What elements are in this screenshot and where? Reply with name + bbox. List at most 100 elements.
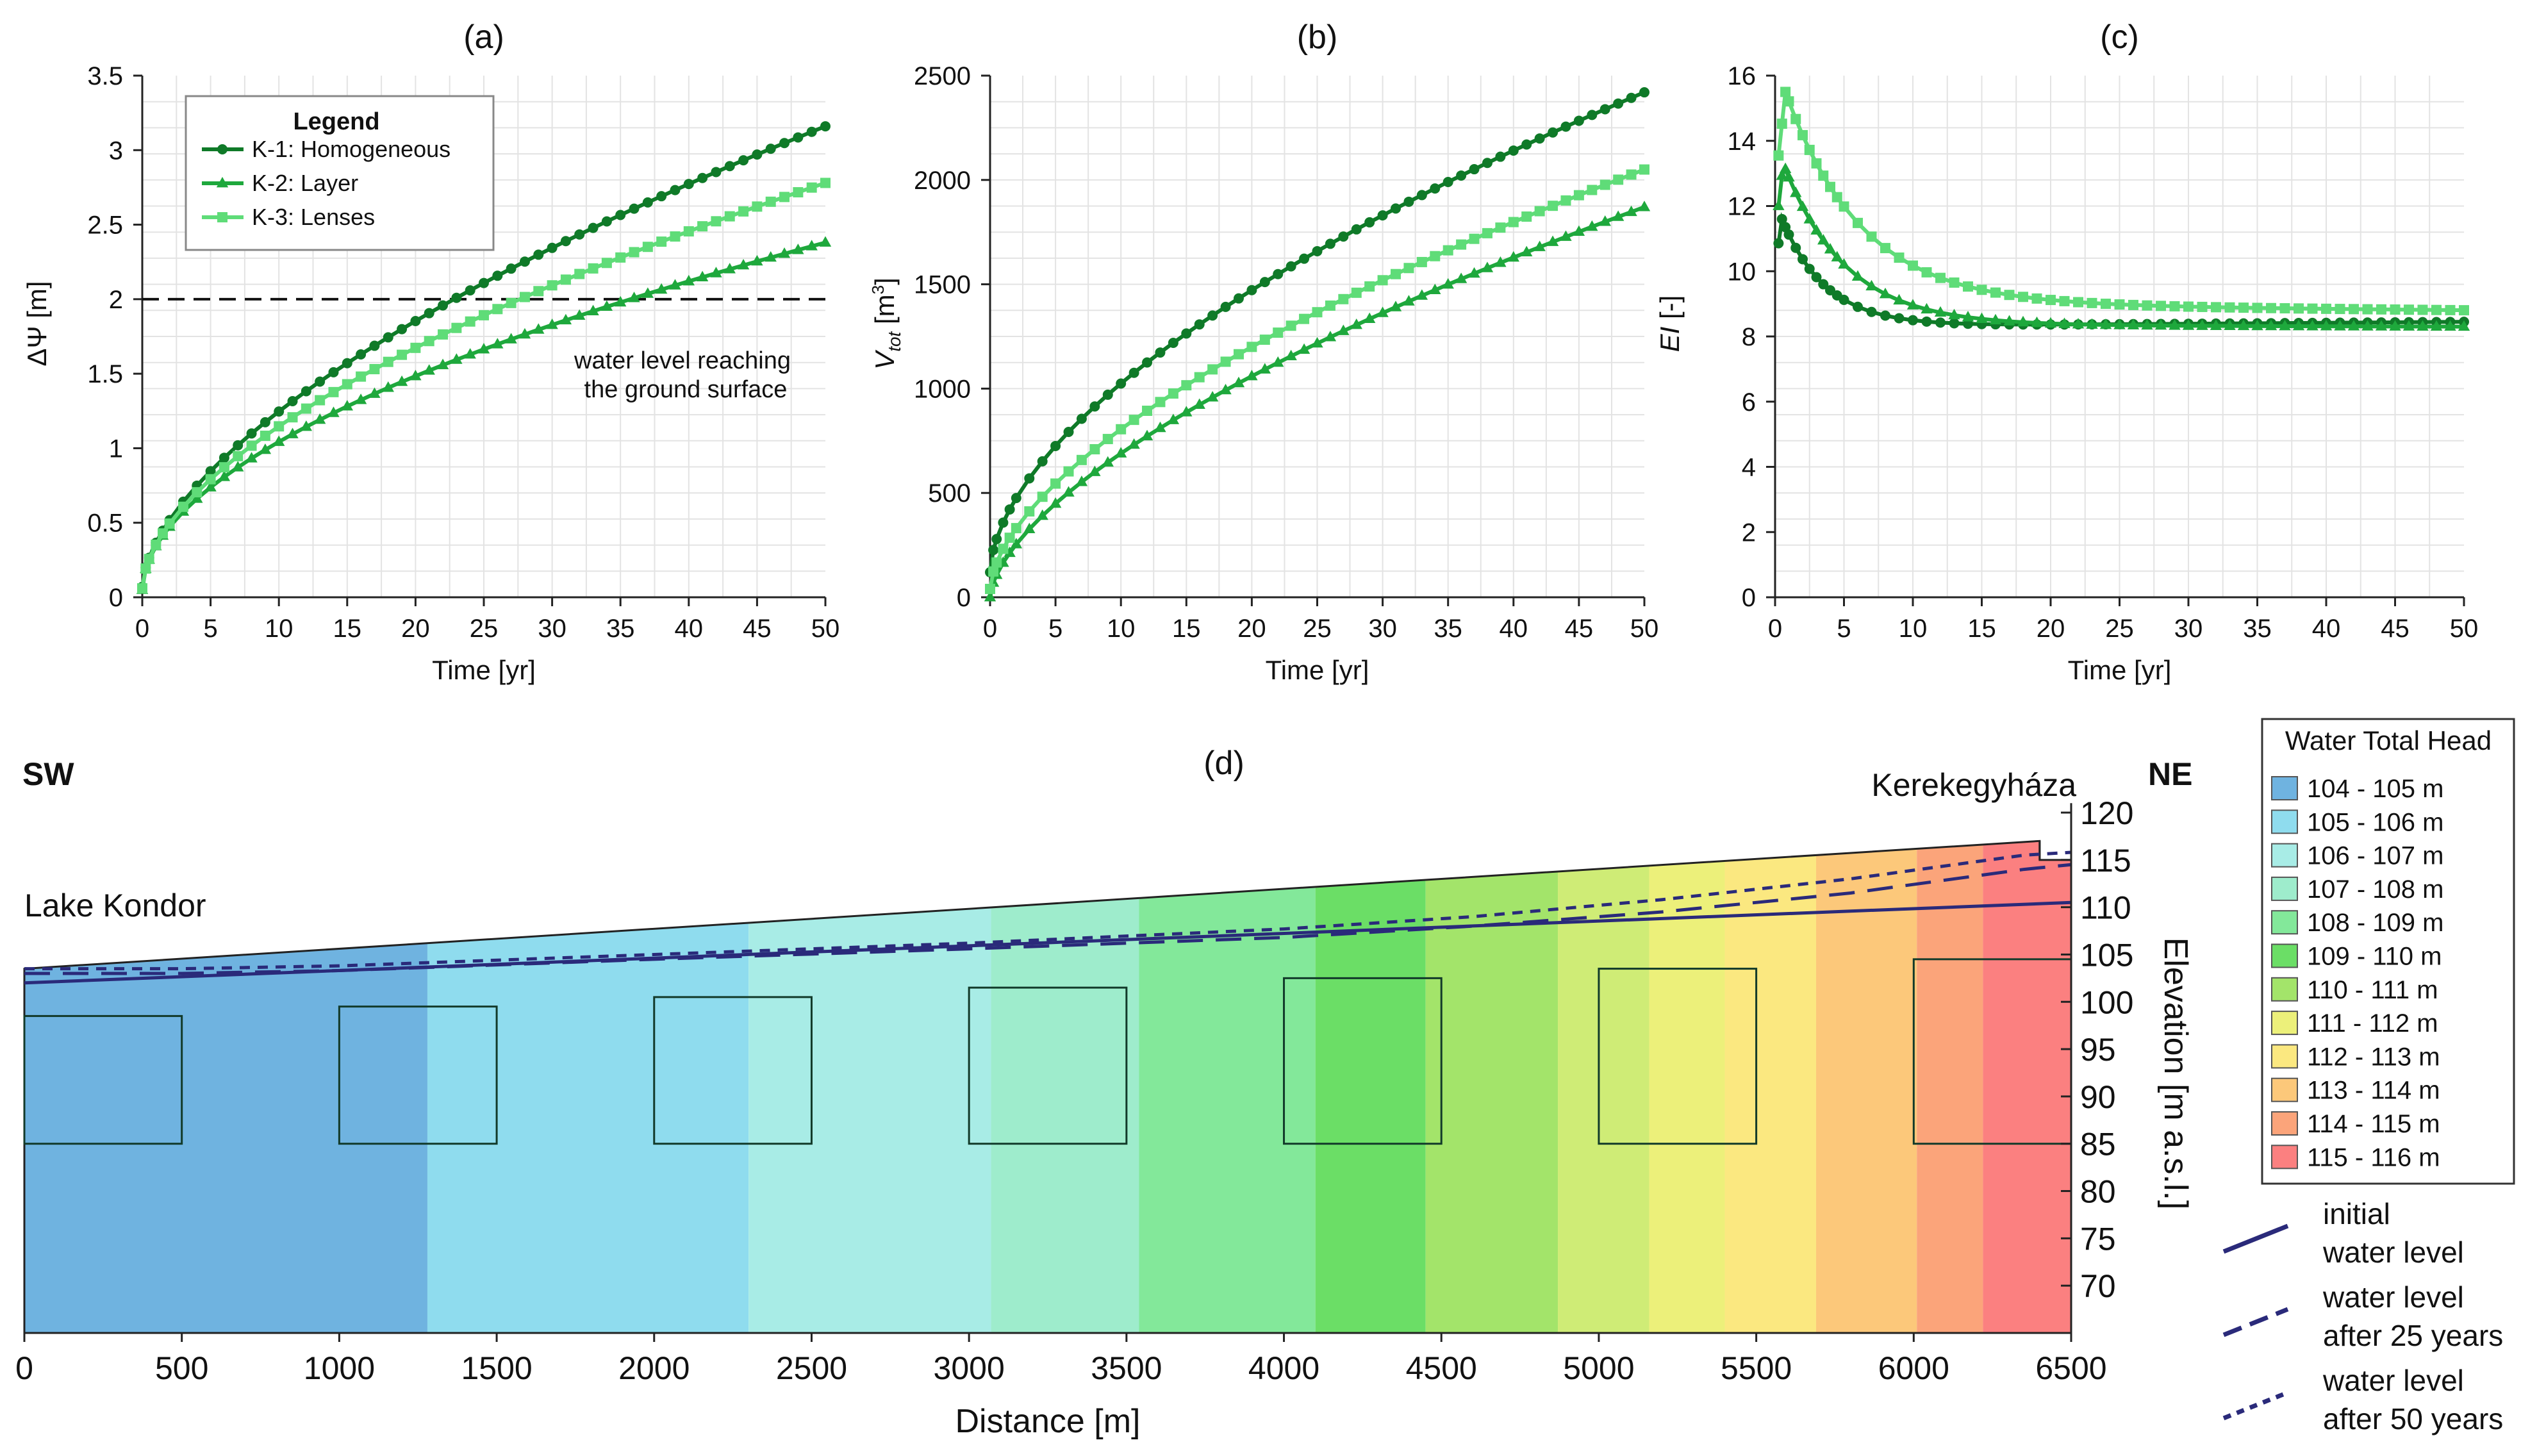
data-point bbox=[1976, 312, 1988, 324]
data-point bbox=[1364, 281, 1375, 292]
y-tick-label: 85 bbox=[2080, 1127, 2116, 1162]
data-point bbox=[2361, 320, 2374, 331]
legend-swatch-marker bbox=[216, 177, 229, 188]
legend-label: 107 - 108 m bbox=[2307, 875, 2443, 904]
data-point bbox=[465, 285, 475, 296]
x-tick-label: 15 bbox=[1172, 615, 1201, 643]
data-point bbox=[1508, 217, 1519, 228]
data-point bbox=[601, 216, 612, 227]
data-point bbox=[1456, 170, 1467, 181]
x-axis-label: Time [yr] bbox=[1266, 655, 1369, 685]
data-point bbox=[1908, 315, 1918, 326]
series-3 bbox=[985, 164, 1649, 594]
data-point bbox=[2113, 318, 2126, 329]
data-point bbox=[1798, 129, 1808, 140]
data-point bbox=[588, 263, 599, 274]
data-point bbox=[2417, 304, 2428, 315]
data-point bbox=[1273, 327, 1284, 338]
legend-line-label: water level bbox=[2322, 1364, 2464, 1397]
x-tick-label: 2500 bbox=[776, 1350, 847, 1386]
data-point bbox=[1180, 406, 1193, 417]
data-point bbox=[1338, 231, 1349, 242]
data-point bbox=[2211, 302, 2221, 313]
data-point bbox=[1811, 272, 1822, 283]
data-point bbox=[274, 421, 285, 432]
data-point bbox=[246, 428, 257, 439]
data-point bbox=[615, 295, 627, 307]
data-point bbox=[1560, 121, 1571, 132]
data-point bbox=[191, 492, 203, 503]
data-point bbox=[628, 292, 640, 302]
legend-swatch bbox=[2271, 1044, 2298, 1069]
data-point bbox=[1377, 210, 1388, 221]
data-point bbox=[697, 221, 708, 232]
data-point bbox=[1949, 277, 1960, 288]
data-point bbox=[1879, 287, 1892, 299]
data-point bbox=[1403, 263, 1414, 274]
data-point bbox=[2445, 304, 2456, 315]
data-point bbox=[765, 251, 777, 262]
data-point bbox=[518, 327, 531, 339]
lens-outline bbox=[338, 1005, 498, 1145]
head-band bbox=[427, 922, 749, 1333]
data-point bbox=[1935, 272, 1946, 283]
data-point bbox=[1430, 183, 1441, 194]
data-point bbox=[1128, 415, 1139, 426]
data-point bbox=[1102, 456, 1114, 467]
data-point bbox=[793, 132, 804, 143]
data-point bbox=[574, 309, 586, 320]
legend-swatch bbox=[2271, 809, 2298, 834]
data-point bbox=[1613, 174, 1624, 185]
x-tick-label: 45 bbox=[743, 615, 772, 643]
data-point bbox=[1573, 190, 1584, 201]
y-tick-label: 3 bbox=[109, 136, 123, 165]
data-point bbox=[1063, 426, 1074, 437]
data-point bbox=[492, 338, 504, 349]
data-point bbox=[1482, 158, 1492, 169]
y-tick-label: 500 bbox=[928, 479, 971, 508]
panel-title: (d) bbox=[1203, 745, 1244, 782]
data-point bbox=[2058, 317, 2071, 328]
legend-title: Legend bbox=[293, 108, 379, 135]
data-point bbox=[1818, 170, 1829, 181]
data-point bbox=[1469, 164, 1480, 175]
data-point bbox=[751, 254, 763, 266]
data-point bbox=[1796, 200, 1809, 211]
data-point bbox=[2154, 319, 2167, 330]
data-point bbox=[1776, 169, 1788, 180]
x-tick-label: 1000 bbox=[304, 1350, 375, 1386]
data-point bbox=[233, 451, 244, 461]
data-point bbox=[710, 267, 722, 277]
x-tick-label: 30 bbox=[1368, 615, 1397, 643]
head-band bbox=[1724, 855, 1816, 1333]
direction-label-sw: SW bbox=[22, 756, 74, 792]
x-tick-label: 0 bbox=[135, 615, 149, 643]
data-point bbox=[998, 543, 1009, 554]
lens-outline bbox=[1283, 977, 1442, 1145]
data-point bbox=[1935, 317, 1946, 328]
data-point bbox=[600, 300, 613, 311]
data-point bbox=[397, 324, 408, 335]
data-point bbox=[711, 216, 722, 227]
data-point bbox=[438, 300, 449, 311]
data-point bbox=[737, 258, 750, 270]
data-point bbox=[2334, 320, 2346, 331]
legend-line-label: initial bbox=[2323, 1197, 2390, 1230]
y-tick-label: 105 bbox=[2080, 937, 2133, 973]
y-tick-label: 8 bbox=[1742, 323, 1756, 351]
data-point bbox=[1442, 176, 1453, 187]
data-point bbox=[1963, 281, 1973, 292]
data-point bbox=[2073, 297, 2083, 308]
data-point bbox=[424, 308, 434, 318]
data-point bbox=[410, 342, 421, 353]
data-point bbox=[1155, 397, 1166, 408]
data-point bbox=[1825, 181, 1835, 192]
data-point bbox=[1934, 306, 1947, 317]
x-tick-label: 20 bbox=[401, 615, 430, 643]
data-point bbox=[1779, 162, 1792, 174]
data-point bbox=[1587, 110, 1598, 120]
x-tick-label: 4500 bbox=[1406, 1350, 1477, 1386]
data-point bbox=[369, 340, 380, 351]
data-point bbox=[574, 229, 585, 240]
data-point bbox=[274, 406, 285, 417]
